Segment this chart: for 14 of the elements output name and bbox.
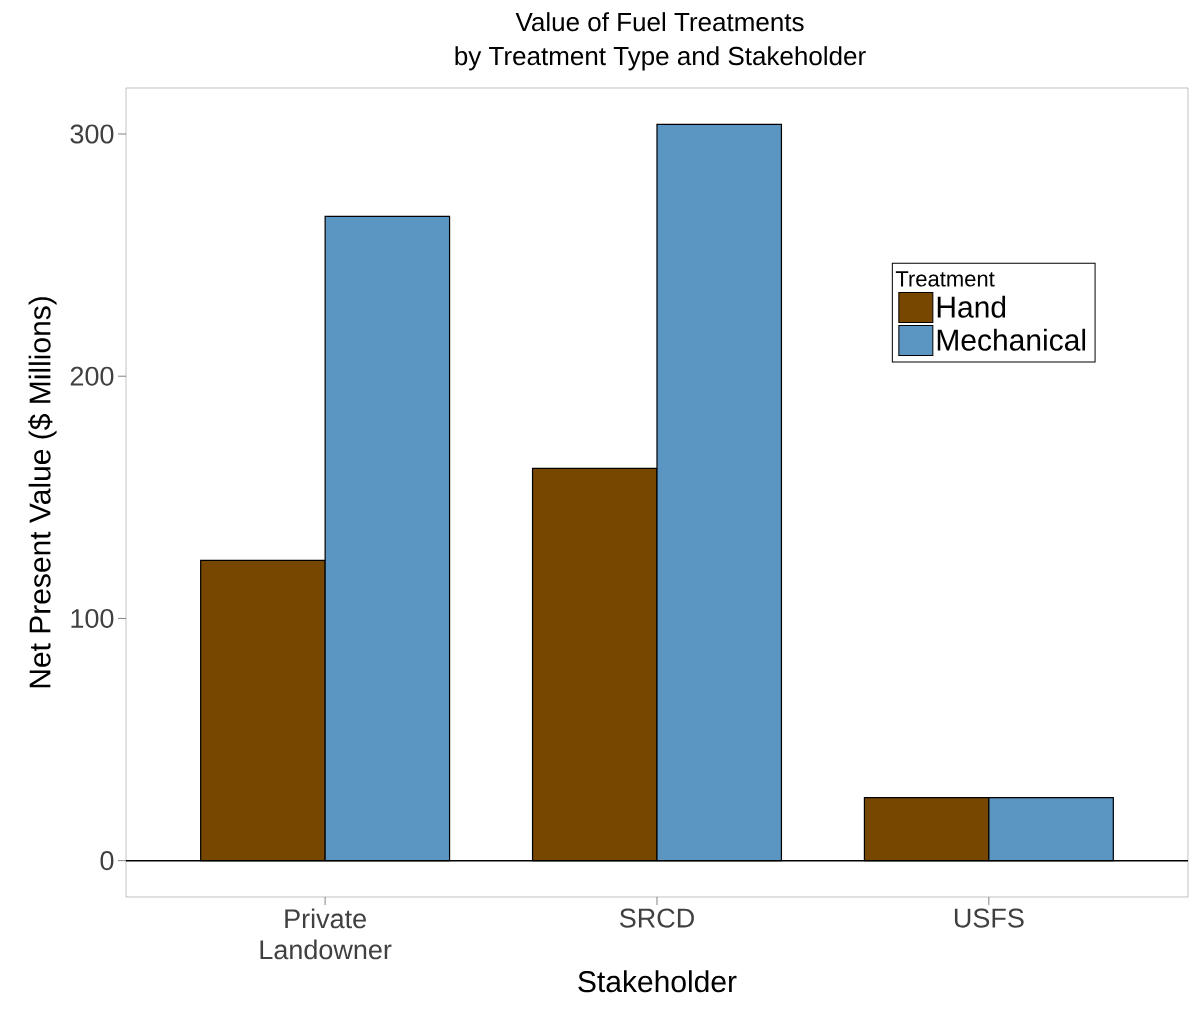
legend-title: Treatment xyxy=(895,271,995,287)
legend-label: Mechanical xyxy=(937,328,1086,351)
legend-label: Hand xyxy=(937,295,1006,318)
x-tick-label: USFS xyxy=(954,908,1024,928)
y-tick-label: 300 xyxy=(70,124,114,144)
chart-subtitle: by Treatment Type and Stakeholder xyxy=(455,46,866,71)
x-tick-label: SRCD xyxy=(619,908,694,928)
x-axis-title: Stakeholder xyxy=(578,970,737,993)
y-axis-title: Net Present Value ($ Millions) xyxy=(28,297,57,688)
y-tick-label: 200 xyxy=(70,366,114,386)
x-tick-label: Private Landowner xyxy=(260,908,392,960)
y-tick-label: 0 xyxy=(100,851,114,871)
chart-title: Value of Fuel Treatments xyxy=(515,12,804,32)
y-tick-label: 100 xyxy=(71,608,114,629)
